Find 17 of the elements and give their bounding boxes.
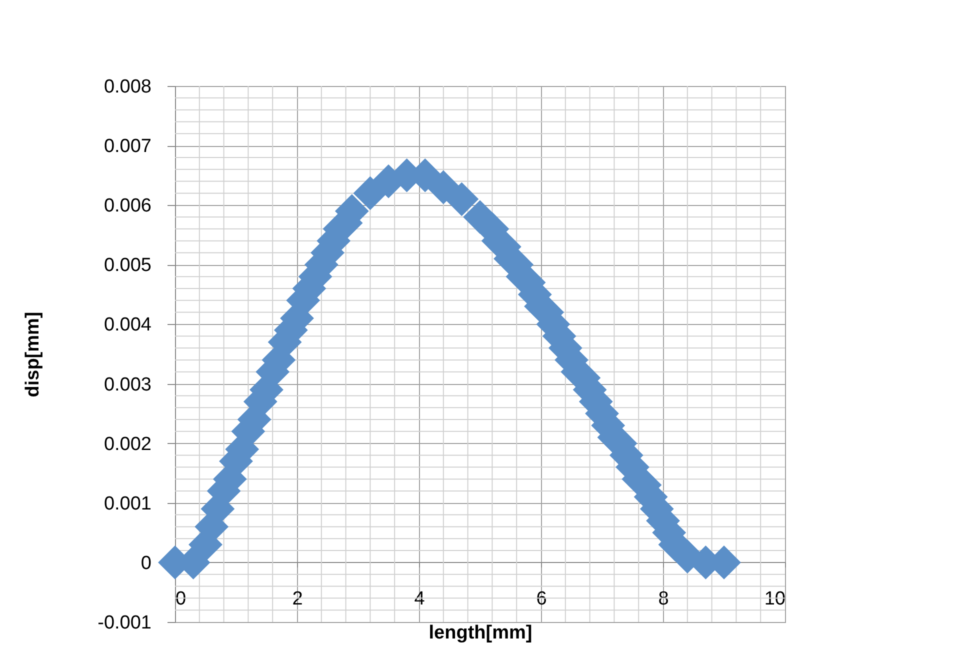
x-tick-label: 4 <box>414 588 426 610</box>
x-tick-label: 2 <box>292 588 303 610</box>
y-tick-label: 0.001 <box>104 493 152 514</box>
y-tick-label: 0.006 <box>104 196 152 217</box>
x-axis-title: length[mm] <box>428 622 532 644</box>
y-tick-label: 0.007 <box>104 136 152 158</box>
y-tick-label: -0.001 <box>98 612 152 634</box>
y-tick-label: 0.004 <box>104 314 152 336</box>
y-tick-label: 0.005 <box>104 255 152 276</box>
y-tick-label: 0.008 <box>104 76 152 98</box>
x-tick-label: 10 <box>764 588 786 610</box>
y-tick-label: 0.003 <box>104 374 152 396</box>
x-tick-label: 6 <box>536 588 547 610</box>
y-tick-label: 0.002 <box>104 434 152 455</box>
y-tick-label: 0 <box>140 552 152 574</box>
x-tick-label: 0 <box>176 588 186 610</box>
y-axis-title: disp[mm] <box>22 312 44 398</box>
